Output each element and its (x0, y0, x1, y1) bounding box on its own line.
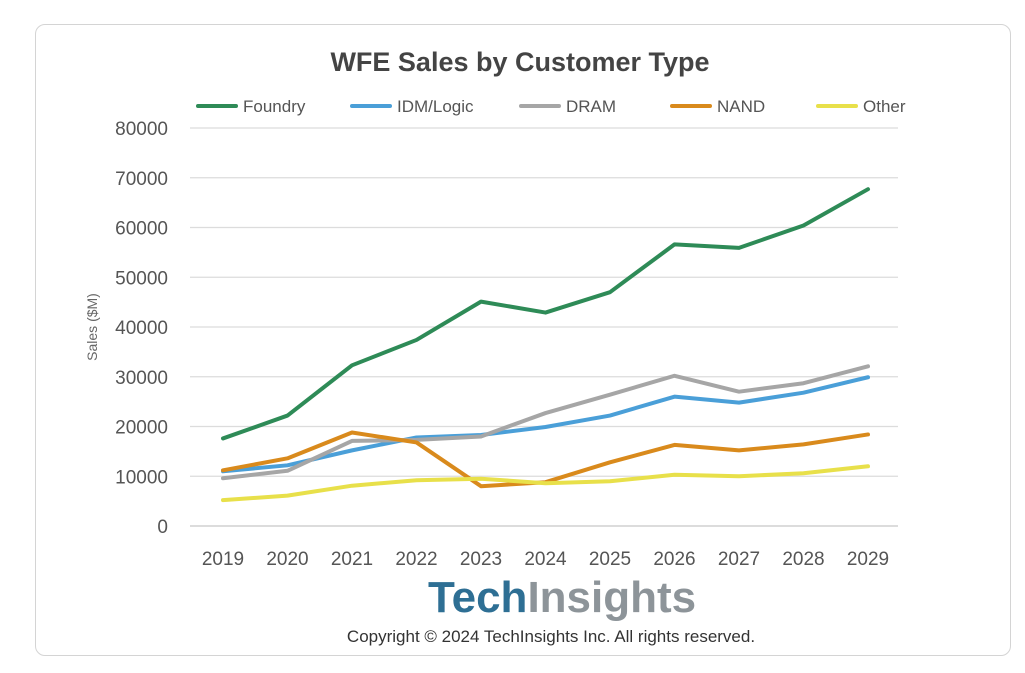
legend-item: Foundry (196, 97, 306, 116)
x-tick-label: 2024 (524, 549, 567, 570)
x-tick-label: 2020 (266, 549, 308, 570)
legend-label: IDM/Logic (397, 97, 474, 116)
x-tick-label: 2021 (331, 549, 373, 570)
logo-tech: Tech (428, 573, 527, 622)
y-axis-ticks: 0 10000 20000 30000 40000 50000 60000 70000 8000… (115, 119, 168, 538)
x-tick-label: 2025 (589, 549, 631, 570)
y-tick-label: 20000 (115, 418, 168, 439)
x-tick-label: 2028 (782, 549, 824, 570)
x-tick-label: 2023 (460, 549, 502, 570)
y-axis-label: Sales ($M) (84, 293, 100, 361)
series-line-idm-logic (221, 375, 870, 474)
y-tick-label: 60000 (115, 219, 168, 240)
x-tick-label: 2027 (718, 549, 760, 570)
chart-frame (35, 24, 1011, 656)
legend-item: IDM/Logic (350, 97, 474, 116)
series-lines (221, 187, 870, 503)
y-tick-label: 0 (157, 517, 168, 538)
legend-item: NAND (670, 97, 765, 116)
series-line-dram (221, 364, 870, 481)
y-tick-label: 30000 (115, 368, 168, 389)
legend-item: DRAM (519, 97, 616, 116)
legend-label: Other (863, 97, 906, 116)
x-tick-label: 2026 (653, 549, 695, 570)
legend-label: Foundry (243, 97, 306, 116)
x-tick-label: 2029 (847, 549, 889, 570)
legend-label: DRAM (566, 97, 616, 116)
techinsights-logo: TechInsights (428, 573, 696, 622)
y-tick-label: 70000 (115, 169, 168, 190)
y-tick-label: 80000 (115, 119, 168, 140)
y-tick-label: 40000 (115, 318, 168, 339)
series-line-other (221, 464, 870, 503)
x-axis-ticks: 2019 2020 2021 2022 2023 2024 2025 2026 2027 2028… (202, 549, 889, 570)
x-tick-label: 2019 (202, 549, 244, 570)
series-line-foundry (221, 187, 870, 441)
y-tick-label: 10000 (115, 467, 168, 488)
copyright-text: Copyright © 2024 TechInsights Inc. All r… (347, 627, 755, 646)
legend-label: NAND (717, 97, 765, 116)
legend: Foundry IDM/Logic DRAM NAND Other (196, 97, 906, 116)
y-tick-label: 50000 (115, 268, 168, 289)
gridlines (190, 127, 898, 527)
x-tick-label: 2022 (395, 549, 437, 570)
logo-insights: Insights (527, 573, 696, 622)
legend-item: Other (816, 97, 906, 116)
chart-title: WFE Sales by Customer Type (330, 47, 709, 77)
